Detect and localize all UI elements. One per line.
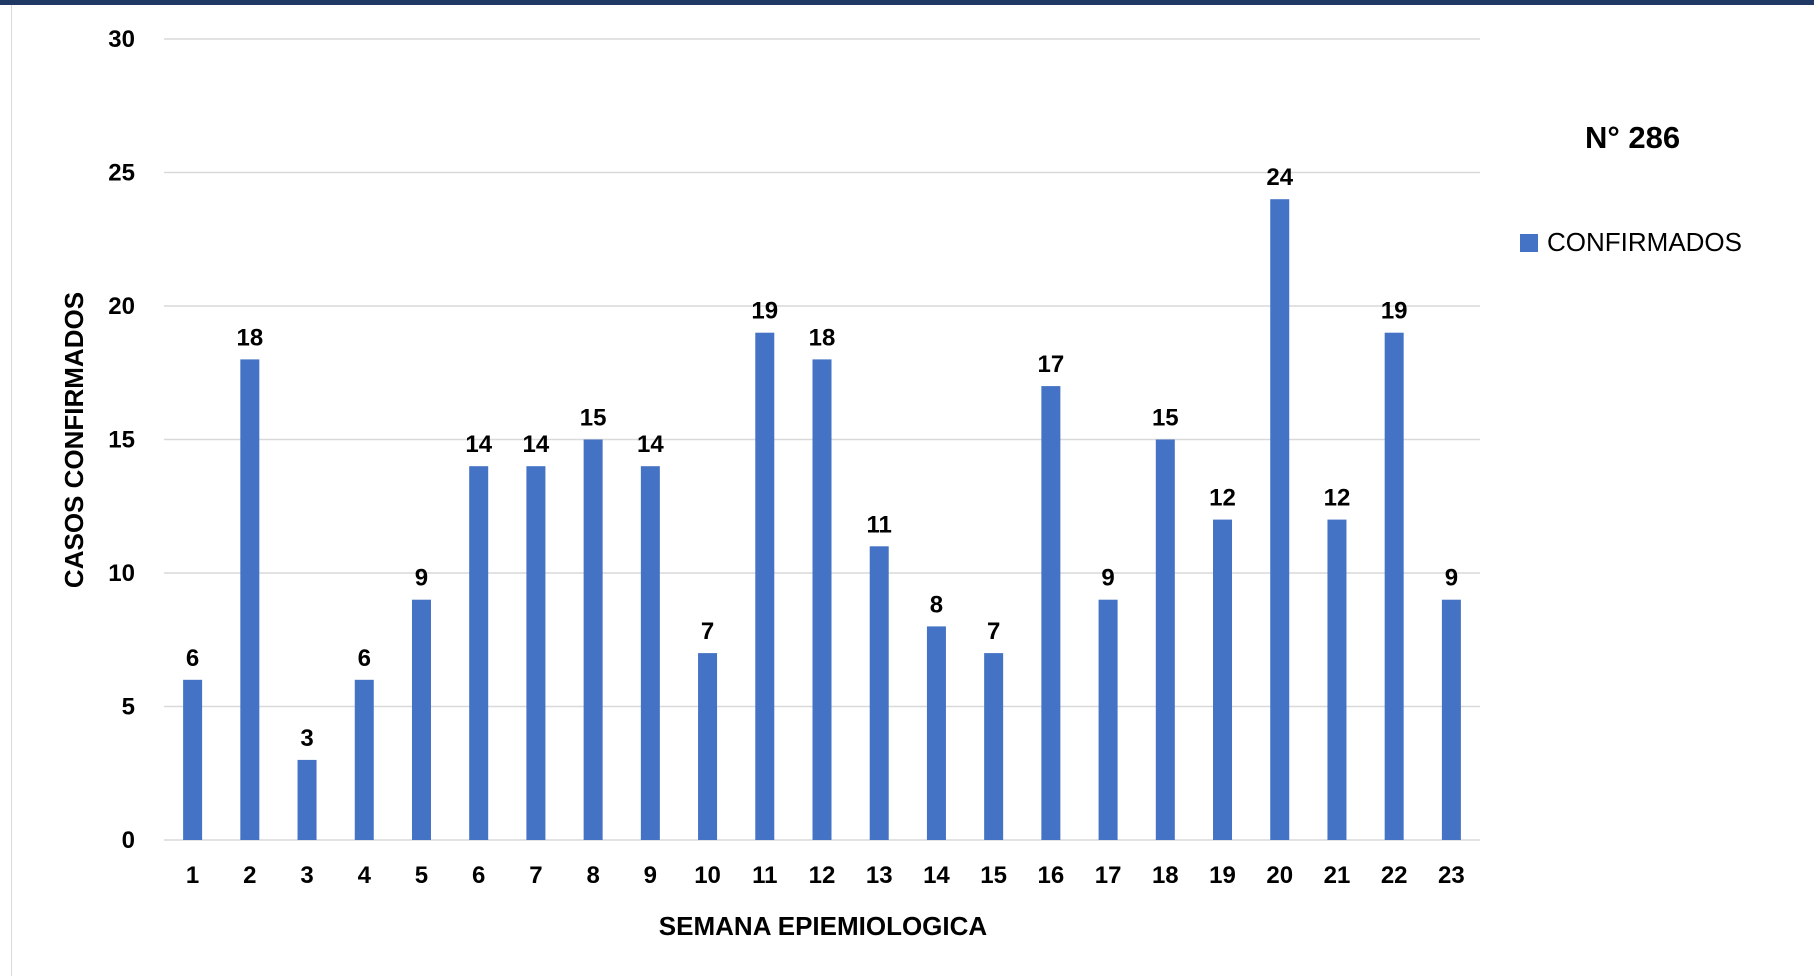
x-tick-label: 5 [415, 862, 428, 889]
header-bar [0, 0, 1814, 5]
data-label: 18 [236, 324, 263, 351]
data-label: 14 [465, 431, 492, 458]
bar [1213, 519, 1233, 840]
gridlines [164, 38, 1480, 841]
x-tick-label: 9 [644, 862, 657, 889]
bar [469, 466, 489, 840]
y-axis-title: CASOS CONFIRMADOS [59, 292, 89, 588]
left-margin-border [0, 5, 12, 976]
x-tick-label: 19 [1209, 862, 1236, 889]
x-tick-label: 1 [186, 862, 199, 889]
x-axis-title: SEMANA EPIEMIOLOGICA [659, 911, 988, 941]
x-tick-label: 10 [694, 862, 721, 889]
total-cases-label: N° 286 [1585, 120, 1681, 155]
bar [526, 466, 546, 840]
x-tick-label: 12 [809, 862, 836, 889]
bar [411, 599, 431, 840]
y-tick-label: 20 [108, 293, 135, 320]
bar [640, 466, 660, 840]
y-axis-ticks: 0 5 10 15 20 25 30 [108, 26, 135, 854]
bar [240, 359, 260, 840]
y-tick-label: 10 [108, 560, 135, 587]
x-tick-label: 8 [586, 862, 599, 889]
bar [698, 653, 718, 840]
bar [1384, 332, 1404, 840]
bar [755, 332, 775, 840]
data-label: 7 [987, 618, 1000, 645]
x-tick-label: 22 [1381, 862, 1408, 889]
data-label: 17 [1038, 351, 1065, 378]
data-label: 12 [1324, 485, 1351, 512]
bar [812, 359, 832, 840]
bar [583, 439, 603, 840]
data-label: 14 [637, 431, 664, 458]
x-tick-label: 7 [529, 862, 542, 889]
data-label: 24 [1266, 164, 1293, 191]
x-axis-ticks: 1 2 3 4 5 6 7 8 9 10 11 12 13 14 15 16 17 18 19 20 21 22 23 [186, 862, 1465, 889]
legend-label: CONFIRMADOS [1547, 227, 1742, 257]
bar [1098, 599, 1118, 840]
bar [1041, 386, 1061, 840]
data-label: 7 [701, 618, 714, 645]
x-tick-label: 14 [923, 862, 950, 889]
data-label: 15 [1152, 405, 1179, 432]
y-tick-label: 5 [122, 694, 135, 721]
x-tick-label: 21 [1324, 862, 1351, 889]
data-label: 3 [300, 725, 313, 752]
y-tick-label: 30 [108, 26, 135, 53]
bar [869, 546, 889, 840]
x-tick-label: 23 [1438, 862, 1465, 889]
bar [354, 679, 374, 840]
bar [183, 679, 203, 840]
data-label: 8 [930, 591, 943, 618]
legend: CONFIRMADOS [1520, 227, 1742, 258]
data-label: 12 [1209, 485, 1236, 512]
x-tick-label: 18 [1152, 862, 1179, 889]
data-label: 9 [1101, 565, 1114, 592]
data-label: 19 [1381, 298, 1408, 325]
data-label: 15 [580, 405, 607, 432]
x-tick-label: 6 [472, 862, 485, 889]
x-tick-label: 17 [1095, 862, 1122, 889]
x-tick-label: 2 [243, 862, 256, 889]
x-tick-label: 13 [866, 862, 893, 889]
legend-swatch [1520, 233, 1538, 252]
x-tick-label: 4 [358, 862, 372, 889]
x-tick-label: 15 [980, 862, 1007, 889]
bar [1441, 599, 1461, 840]
data-label: 6 [186, 645, 199, 672]
y-tick-label: 15 [108, 427, 135, 454]
bar [984, 653, 1004, 840]
x-tick-label: 16 [1038, 862, 1065, 889]
bar [926, 626, 946, 840]
bar [1155, 439, 1175, 840]
data-label: 11 [867, 511, 892, 538]
data-label: 19 [751, 298, 778, 325]
bar [1327, 519, 1347, 840]
data-labels: 6 18 3 6 9 14 14 15 14 7 19 18 11 8 7 17 9 15 12 24 12 19 9 [186, 164, 1458, 752]
data-label: 9 [1445, 565, 1458, 592]
bar [297, 759, 317, 840]
data-label: 6 [358, 645, 371, 672]
x-tick-label: 11 [752, 862, 777, 889]
y-tick-label: 25 [108, 160, 135, 187]
bars [183, 199, 1461, 840]
x-tick-label: 3 [300, 862, 313, 889]
bar [1270, 199, 1290, 840]
x-tick-label: 20 [1266, 862, 1293, 889]
data-label: 9 [415, 565, 428, 592]
y-tick-label: 0 [122, 827, 135, 854]
data-label: 14 [523, 431, 550, 458]
data-label: 18 [809, 324, 836, 351]
